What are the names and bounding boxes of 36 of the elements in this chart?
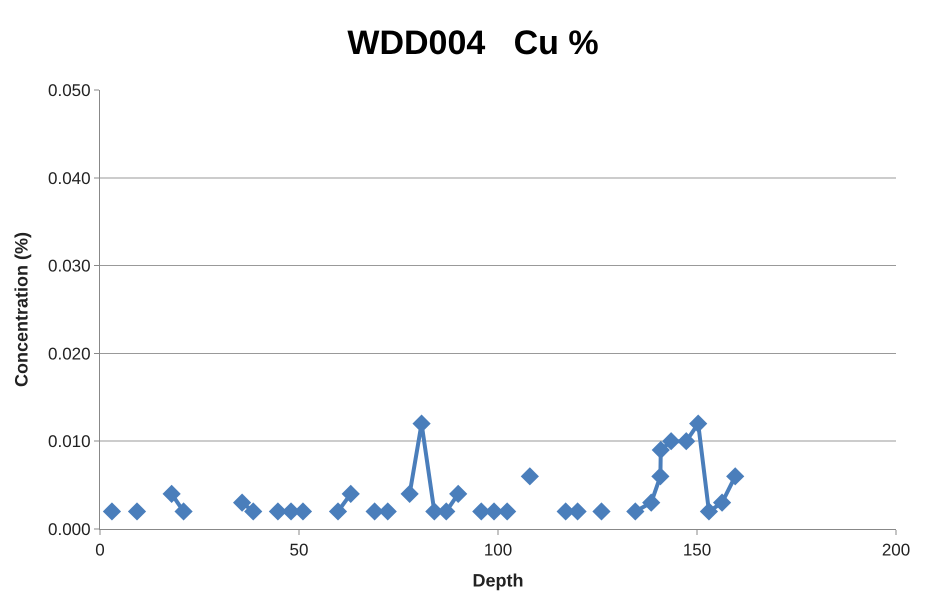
point <box>244 502 262 521</box>
point <box>400 484 419 503</box>
point <box>328 502 348 521</box>
y-tick-label: 0.030 <box>48 256 91 276</box>
point <box>520 467 539 486</box>
point <box>651 467 670 486</box>
x-tick-label: 150 <box>682 540 712 560</box>
x-tick-label: 100 <box>484 540 512 560</box>
point <box>626 502 644 521</box>
point <box>449 484 468 503</box>
point <box>652 440 670 460</box>
point <box>128 502 146 521</box>
chart-title: WDD004 Cu % <box>347 24 599 62</box>
point <box>232 494 252 512</box>
point <box>712 494 732 512</box>
y-tick-label: 0.000 <box>48 520 91 539</box>
point <box>662 432 680 450</box>
y-axis-title: Concentration (%) <box>11 232 32 387</box>
y-tick-label: 0.050 <box>48 80 91 100</box>
point <box>642 494 660 512</box>
y-tick-label: 0.020 <box>48 344 91 364</box>
point <box>700 502 718 521</box>
point <box>689 414 708 433</box>
y-tick-label: 0.010 <box>48 432 91 452</box>
x-tick-label: 50 <box>290 540 308 560</box>
y-tick-label: 0.040 <box>48 168 91 188</box>
x-tick-label: 200 <box>882 540 910 560</box>
point <box>592 502 611 521</box>
point <box>174 502 193 521</box>
x-axis-title: Depth <box>472 570 524 590</box>
point <box>342 484 360 503</box>
x-tick-label: 0 <box>95 540 105 560</box>
point <box>726 467 744 486</box>
point <box>162 484 181 503</box>
point <box>102 502 122 521</box>
point <box>677 432 696 450</box>
